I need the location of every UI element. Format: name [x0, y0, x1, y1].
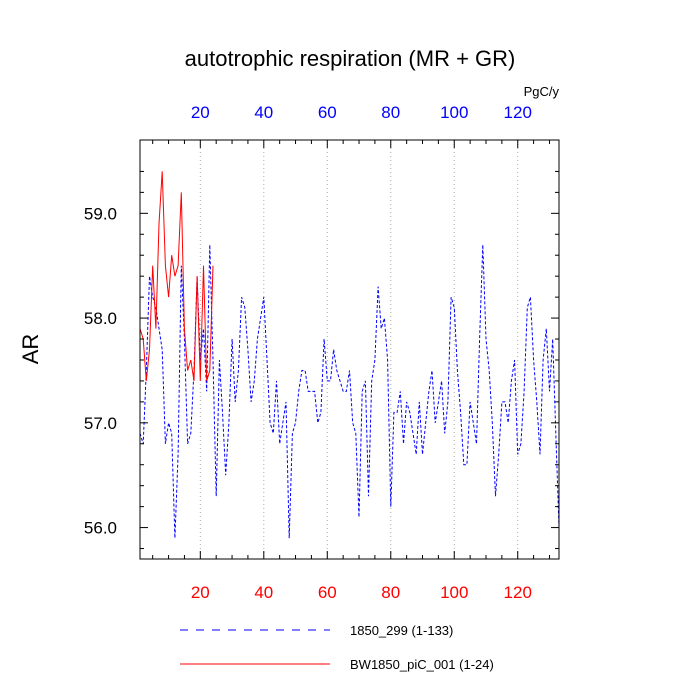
plot-area: [140, 171, 559, 539]
axes: [139, 139, 560, 560]
x-tick-label-bottom-40: 40: [254, 583, 273, 602]
x-tick-label-top-100: 100: [440, 103, 468, 122]
x-tick-label-top-60: 60: [318, 103, 337, 122]
x-tick-label-bottom-80: 80: [381, 583, 400, 602]
series-line-0: [140, 244, 559, 539]
ticks: 20 20 40 40 60 60 80 80 100 100 120 120 56.0 57.0 58.0…: [84, 103, 559, 602]
chart-title: autotrophic respiration (MR + GR): [185, 46, 516, 71]
series-line-1: [140, 171, 214, 382]
y-tick-label-0: 56.0: [84, 519, 117, 538]
y-axis-label: AR: [18, 334, 43, 365]
x-tick-label-bottom-120: 120: [504, 583, 532, 602]
x-tick-label-top-40: 40: [254, 103, 273, 122]
plot-frame: [139, 139, 560, 560]
x-tick-label-bottom-100: 100: [440, 583, 468, 602]
legend-label-red: BW1850_piC_001 (1-24): [350, 657, 494, 672]
y-tick-label-1: 57.0: [84, 414, 117, 433]
x-tick-label-bottom-60: 60: [318, 583, 337, 602]
x-tick-label-top-80: 80: [381, 103, 400, 122]
y-tick-label-2: 58.0: [84, 309, 117, 328]
legend-label-blue: 1850_299 (1-133): [350, 623, 453, 638]
x-tick-label-top-120: 120: [504, 103, 532, 122]
units-label: PgC/y: [524, 84, 560, 99]
legend: 1850_299 (1-133) BW1850_piC_001 (1-24): [180, 623, 494, 672]
x-tick-label-bottom-20: 20: [191, 583, 210, 602]
grid: [199, 140, 519, 559]
y-tick-label-3: 59.0: [84, 204, 117, 223]
x-tick-label-top-20: 20: [191, 103, 210, 122]
